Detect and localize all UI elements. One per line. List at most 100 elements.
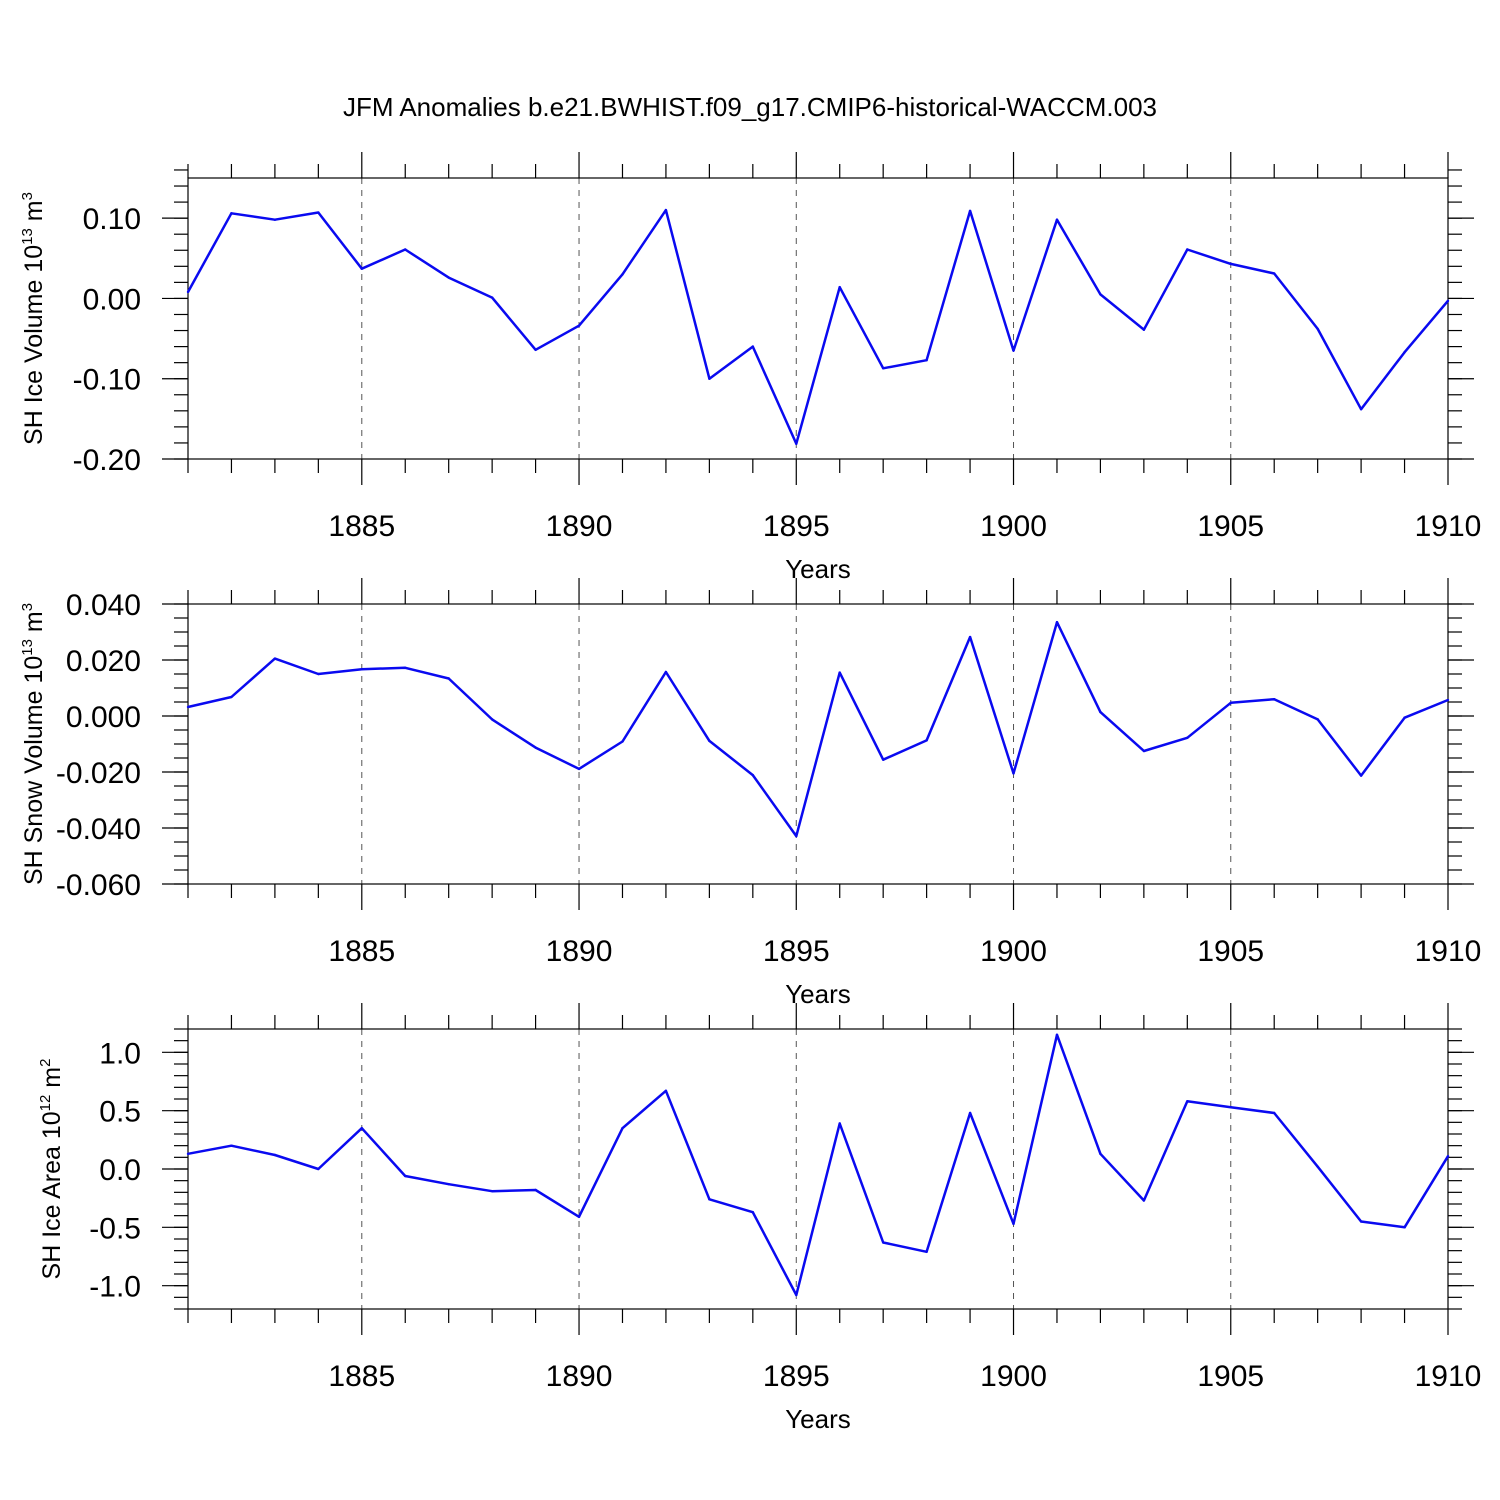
data-point <box>1186 248 1189 251</box>
data-point <box>664 208 668 212</box>
y-axis-title: SH Ice Area 1012 m2 <box>37 1059 66 1280</box>
data-point <box>360 1126 363 1130</box>
data-point <box>751 345 755 348</box>
data-point <box>230 1144 233 1147</box>
data-point <box>230 212 233 215</box>
data-point <box>1099 710 1102 714</box>
y-axis-title-exponent: 3 <box>19 603 36 611</box>
data-point <box>1142 328 1146 331</box>
data-point <box>881 1241 885 1244</box>
y-axis-title-part: SH Snow Volume 10 <box>20 656 48 885</box>
x-tick-label: 1895 <box>763 1360 830 1393</box>
data-point <box>186 290 190 294</box>
y-tick-label: -0.060 <box>56 869 141 902</box>
series-line <box>187 1033 1450 1297</box>
y-tick-label: 0.0 <box>99 1154 141 1187</box>
x-tick-label: 1895 <box>763 510 830 543</box>
data-point <box>1012 1222 1015 1226</box>
y-axis-title-exponent: 2 <box>37 1059 54 1067</box>
y-axis-title-exponent: 3 <box>19 192 36 200</box>
data-point <box>1359 1220 1363 1223</box>
data-point <box>621 1126 624 1130</box>
data-point <box>1316 718 1319 721</box>
data-point <box>925 359 928 362</box>
y-axis-title-part: m <box>20 200 48 228</box>
data-point <box>1359 408 1363 411</box>
y-tick-label: -0.020 <box>56 757 141 790</box>
y-tick-label: 1.0 <box>99 1037 141 1070</box>
data-point <box>795 834 798 838</box>
data-point <box>490 718 494 721</box>
data-point <box>490 296 494 299</box>
data-point <box>708 1198 711 1201</box>
data-point <box>838 285 841 289</box>
panel-3: -1.0 -0.5 0.0 0.5 1.0 1885 1890 1895 1900 1905 191… <box>37 1003 1481 1434</box>
y-axis-title-part: m <box>20 611 48 639</box>
data-point <box>186 1152 190 1156</box>
plot-frame <box>187 177 1449 460</box>
data-point <box>1099 293 1102 296</box>
data-point <box>447 1182 450 1186</box>
x-tick-label: 1895 <box>763 935 830 968</box>
data-point <box>1055 1033 1059 1037</box>
data-point <box>1446 299 1450 303</box>
data-point <box>534 746 537 749</box>
data-point <box>621 273 624 276</box>
data-point <box>968 209 972 213</box>
y-axis-title-part: m <box>38 1067 66 1095</box>
data-point <box>708 377 711 380</box>
data-point <box>838 671 841 674</box>
data-point <box>317 1167 320 1171</box>
data-point <box>1012 772 1015 775</box>
data-point <box>664 670 668 674</box>
data-point <box>404 1174 407 1178</box>
data-point <box>1186 1100 1189 1103</box>
y-axis-title-exponent: 13 <box>19 639 36 656</box>
y-axis-title-part: SH Ice Volume 10 <box>20 245 48 445</box>
y-tick-label: -0.20 <box>73 444 141 477</box>
panels: -0.20 -0.10 0.00 0.10 1885 1890 1895 1900 1905 19… <box>19 152 1481 1434</box>
x-tick-label: 1900 <box>980 510 1047 543</box>
data-point <box>1446 698 1450 702</box>
y-tick-label: 0.020 <box>66 645 141 678</box>
x-tick-label: 1910 <box>1415 1360 1482 1393</box>
data-point <box>1403 351 1406 354</box>
data-point <box>1229 701 1232 705</box>
data-point <box>838 1122 841 1125</box>
data-point <box>795 1293 798 1297</box>
data-point <box>1403 1226 1406 1229</box>
series-line <box>187 620 1449 838</box>
y-axis-title-exponent: 13 <box>19 228 36 245</box>
chart-title: JFM Anomalies b.e21.BWHIST.f09_g17.CMIP6… <box>343 92 1157 122</box>
data-point <box>404 248 407 251</box>
data-point <box>534 348 537 352</box>
x-tick-label: 1900 <box>980 935 1047 968</box>
y-axis-title-part: SH Ice Area 10 <box>38 1111 66 1279</box>
data-point <box>447 677 450 680</box>
x-tick-label: 1905 <box>1197 510 1264 543</box>
data-point <box>1273 698 1276 701</box>
data-point <box>708 739 711 743</box>
data-point <box>751 773 755 777</box>
data-point <box>404 666 407 670</box>
data-point <box>968 1111 972 1115</box>
x-tick-label: 1910 <box>1415 935 1482 968</box>
data-point <box>317 211 320 214</box>
y-axis-title-exponent: 12 <box>37 1095 54 1112</box>
data-point <box>360 267 363 270</box>
x-tick-label: 1885 <box>328 935 395 968</box>
x-tick-label: 1890 <box>546 935 613 968</box>
plot-frame <box>187 603 1449 885</box>
data-point <box>273 657 277 660</box>
data-point <box>1012 349 1015 352</box>
data-point <box>360 668 363 671</box>
x-tick-label: 1905 <box>1197 935 1264 968</box>
x-tick-label: 1900 <box>980 1360 1047 1393</box>
y-tick-label: 0.5 <box>99 1096 141 1129</box>
y-tick-label: 0.000 <box>66 701 141 734</box>
x-axis-title: Years <box>785 979 851 1009</box>
x-tick-label: 1885 <box>328 510 395 543</box>
plot-frame <box>187 1028 1449 1310</box>
data-point <box>577 1215 581 1219</box>
